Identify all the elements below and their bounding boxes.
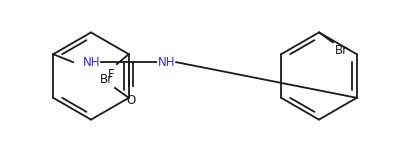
Text: NH: NH <box>83 56 101 69</box>
Text: Br: Br <box>335 44 348 57</box>
Text: O: O <box>126 94 135 107</box>
Text: NH: NH <box>158 56 176 69</box>
Text: Br: Br <box>100 73 113 86</box>
Text: F: F <box>108 68 115 81</box>
